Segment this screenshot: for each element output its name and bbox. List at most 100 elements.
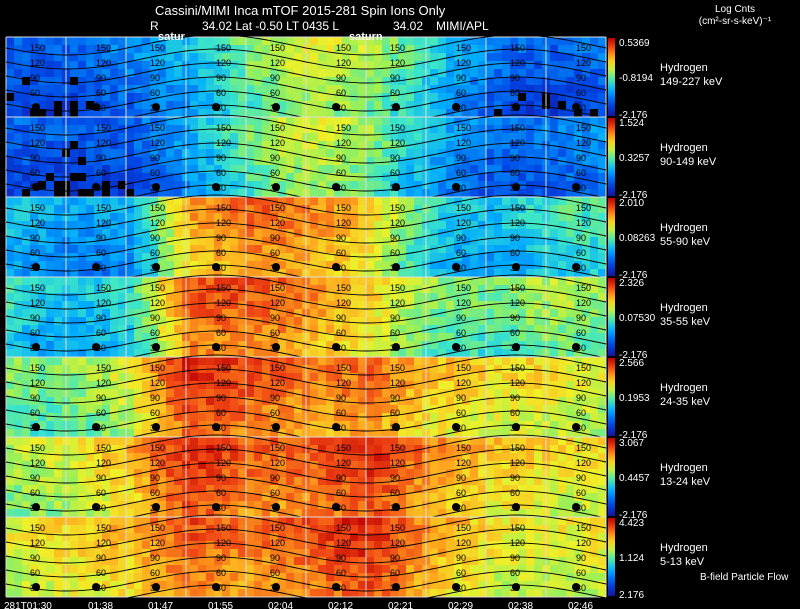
heatmap-cell bbox=[294, 93, 302, 101]
heatmap-cell bbox=[518, 277, 526, 285]
heatmap-cell bbox=[598, 341, 606, 349]
heatmap-cell bbox=[494, 317, 502, 325]
heatmap-cell bbox=[574, 333, 582, 341]
heatmap-cell bbox=[470, 141, 478, 149]
heatmap-cell bbox=[262, 301, 270, 309]
contour-label: 60 bbox=[150, 488, 160, 498]
contour-label: 150 bbox=[216, 283, 231, 293]
heatmap-cell bbox=[246, 69, 254, 77]
heatmap-cell bbox=[566, 229, 574, 237]
heatmap-cell bbox=[470, 37, 478, 45]
heatmap-cell bbox=[238, 349, 246, 357]
heatmap-cell bbox=[342, 117, 350, 125]
heatmap-cell bbox=[150, 389, 158, 397]
heatmap-cell bbox=[502, 61, 510, 69]
heatmap-cell bbox=[102, 285, 110, 293]
heatmap-cell bbox=[78, 69, 86, 77]
heatmap-cell bbox=[534, 245, 542, 253]
heatmap-cell bbox=[414, 45, 422, 53]
heatmap-cell bbox=[78, 453, 86, 461]
heatmap-cell bbox=[118, 357, 126, 365]
heatmap-cell bbox=[294, 205, 302, 213]
heatmap-cell bbox=[6, 117, 14, 125]
heatmap-cell bbox=[102, 437, 110, 445]
heatmap-cell bbox=[118, 397, 126, 405]
heatmap-cell bbox=[470, 469, 478, 477]
heatmap-cell bbox=[470, 133, 478, 141]
heatmap-cell bbox=[350, 381, 358, 389]
heatmap-cell bbox=[54, 365, 62, 373]
heatmap-cell bbox=[14, 133, 22, 141]
heatmap-cell bbox=[558, 293, 566, 301]
heatmap-cell bbox=[286, 253, 294, 261]
heatmap-cell bbox=[318, 165, 326, 173]
heatmap-cell bbox=[462, 317, 470, 325]
contour-label: 60 bbox=[96, 408, 106, 418]
heatmap-cell bbox=[150, 293, 158, 301]
contour-label: 60 bbox=[510, 88, 520, 98]
heatmap-cell bbox=[358, 37, 366, 45]
heatmap-cell bbox=[398, 221, 406, 229]
contour-label: 150 bbox=[576, 203, 591, 213]
heatmap-cell bbox=[358, 501, 366, 509]
heatmap-cell bbox=[6, 173, 14, 181]
heatmap-cell bbox=[142, 341, 150, 349]
heatmap-cell bbox=[54, 213, 62, 221]
heatmap-cell bbox=[158, 325, 166, 333]
heatmap-cell bbox=[158, 453, 166, 461]
heatmap-cell bbox=[374, 309, 382, 317]
heatmap-cell bbox=[230, 493, 238, 501]
heatmap-cell bbox=[494, 181, 502, 189]
heatmap-cell bbox=[406, 317, 414, 325]
heatmap-cell bbox=[414, 205, 422, 213]
heatmap-cell bbox=[222, 413, 230, 421]
heatmap-cell bbox=[406, 397, 414, 405]
heatmap-cell bbox=[118, 389, 126, 397]
heatmap-cell bbox=[558, 221, 566, 229]
heatmap-cell bbox=[278, 101, 286, 109]
heatmap-cell bbox=[166, 293, 174, 301]
heatmap-cell bbox=[294, 53, 302, 61]
heatmap-cell bbox=[510, 381, 518, 389]
heatmap-cell bbox=[166, 149, 174, 157]
heatmap-cell bbox=[22, 205, 30, 213]
heatmap-cell bbox=[414, 37, 422, 45]
heatmap-cell bbox=[366, 181, 374, 189]
heatmap-cell bbox=[238, 405, 246, 413]
heatmap-cell bbox=[14, 421, 22, 429]
heatmap-cell bbox=[334, 357, 342, 365]
heatmap-cell bbox=[462, 253, 470, 261]
heatmap-cell bbox=[238, 197, 246, 205]
heatmap-cell bbox=[198, 397, 206, 405]
heatmap-cell bbox=[550, 421, 558, 429]
heatmap-cell bbox=[366, 189, 374, 197]
heatmap-cell bbox=[334, 365, 342, 373]
heatmap-cell bbox=[38, 77, 46, 85]
heatmap-cell bbox=[246, 165, 254, 173]
heatmap-cell bbox=[446, 197, 454, 205]
contour-label: 120 bbox=[336, 298, 351, 308]
heatmap-cell bbox=[566, 469, 574, 477]
heatmap-cell bbox=[110, 69, 118, 77]
heatmap-cell bbox=[558, 365, 566, 373]
colorbar-mid-label: 0.07530 bbox=[619, 313, 656, 324]
heatmap-cell bbox=[430, 333, 438, 341]
heatmap-cell bbox=[54, 325, 62, 333]
heatmap-cell bbox=[262, 125, 270, 133]
heatmap-cell bbox=[262, 101, 270, 109]
heatmap-cell bbox=[478, 69, 486, 77]
heatmap-cell bbox=[390, 301, 398, 309]
contour-label: 90 bbox=[30, 393, 40, 403]
heatmap-cell bbox=[494, 197, 502, 205]
heatmap-cell bbox=[326, 213, 334, 221]
heatmap-cell bbox=[86, 45, 94, 53]
heatmap-cell bbox=[478, 365, 486, 373]
heatmap-cell bbox=[566, 141, 574, 149]
heatmap-cell bbox=[230, 101, 238, 109]
heatmap-cell bbox=[390, 229, 398, 237]
heatmap-cell bbox=[30, 485, 38, 493]
heatmap-cell bbox=[54, 229, 62, 237]
heatmap-cell bbox=[286, 109, 294, 117]
heatmap-cell bbox=[342, 453, 350, 461]
heatmap-cell bbox=[566, 85, 574, 93]
